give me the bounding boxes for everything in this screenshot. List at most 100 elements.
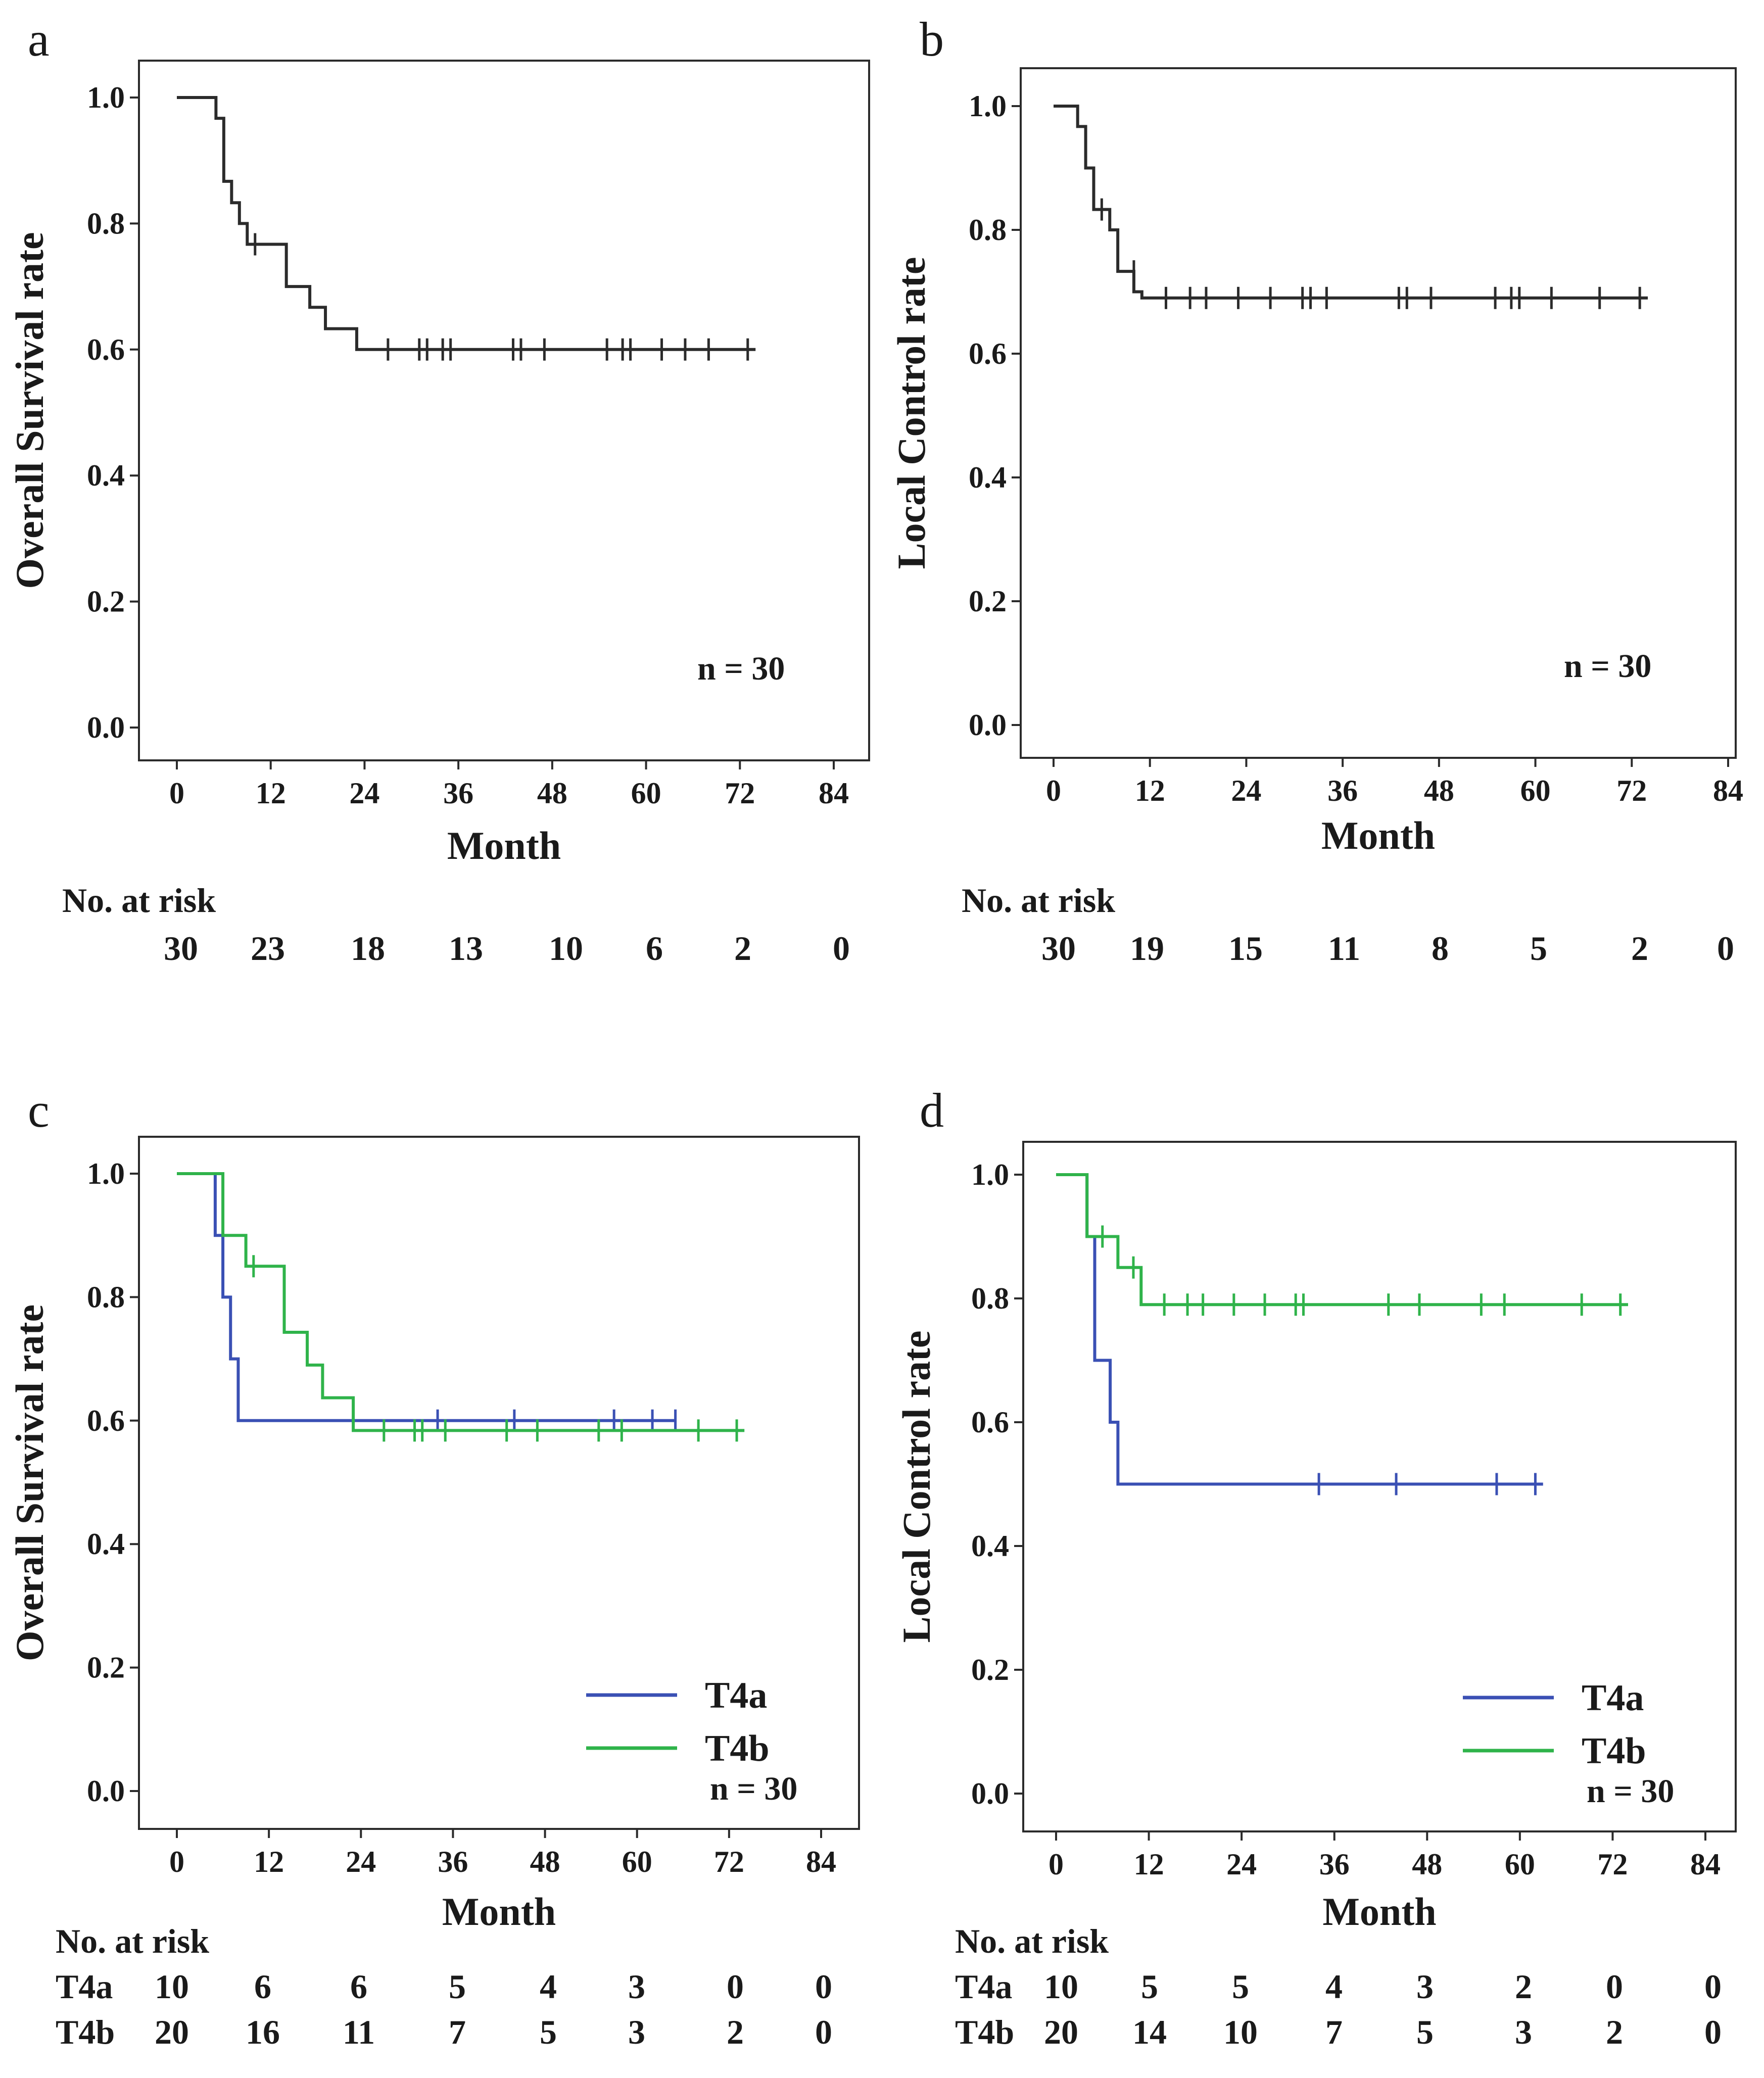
- risk-value: 30: [164, 929, 198, 968]
- plot-frame: [1020, 67, 1737, 759]
- risk-value: 13: [449, 929, 483, 968]
- risk-value: 0: [1606, 1967, 1623, 2006]
- risk-value: 2: [734, 929, 751, 968]
- legend-label: T4a: [705, 1675, 767, 1716]
- legend-label: T4b: [705, 1728, 770, 1769]
- risk-value: 2: [1515, 1967, 1532, 2006]
- risk-value: 4: [540, 1967, 557, 2006]
- x-tick-label: 72: [725, 777, 755, 810]
- risk-value: 16: [246, 2013, 280, 2051]
- y-tick-label: 0.6: [87, 1404, 125, 1437]
- x-tick-label: 12: [1134, 1848, 1164, 1881]
- risk-value: 23: [251, 929, 285, 968]
- risk-value: 5: [1530, 929, 1547, 968]
- y-tick-label: 0.8: [87, 207, 125, 240]
- risk-value: 2: [727, 2013, 744, 2051]
- risk-value: 18: [351, 929, 385, 968]
- x-tick-label: 60: [1505, 1848, 1535, 1881]
- y-axis-title: Overall Survival rate: [8, 1304, 52, 1661]
- x-tick-label: 48: [1412, 1848, 1442, 1881]
- x-axis-title: Month: [442, 1890, 556, 1934]
- y-tick-label: 0.4: [87, 459, 125, 492]
- panel-b: b 0.0 0.2 0.4 0.6 0.8 1.0 0 12 24 36 48 60 72 84 Month L…: [889, 12, 1743, 968]
- y-tick-label: 1.0: [969, 89, 1007, 123]
- risk-value: 0: [833, 929, 850, 968]
- x-tick-label: 0: [169, 1845, 184, 1878]
- y-tick-label: 0.2: [971, 1653, 1009, 1686]
- x-tick-label: 24: [1231, 774, 1261, 807]
- x-tick-label: 84: [1690, 1848, 1721, 1881]
- x-tick-label: 84: [819, 777, 849, 810]
- risk-value: 7: [449, 2013, 466, 2051]
- x-tick-label: 24: [349, 777, 379, 810]
- x-tick-label: 36: [443, 777, 473, 810]
- x-axis-title: Month: [447, 824, 561, 867]
- n-annotation: n = 30: [1587, 1773, 1674, 1810]
- risk-value: 10: [155, 1967, 189, 2006]
- x-tick-label: 72: [1616, 774, 1647, 807]
- x-axis-title: Month: [1321, 813, 1435, 857]
- y-tick-label: 0.4: [969, 461, 1007, 494]
- y-tick-label: 0.2: [969, 585, 1007, 618]
- y-tick-label: 0.4: [971, 1529, 1009, 1563]
- x-tick-label: 72: [1597, 1848, 1628, 1881]
- y-tick-label: 0.8: [969, 213, 1007, 247]
- plot-frame: [138, 1136, 860, 1830]
- x-tick-label: 60: [622, 1845, 652, 1878]
- panel-letter: b: [920, 12, 944, 66]
- risk-value: 2: [1606, 2013, 1623, 2051]
- risk-value: 6: [350, 1967, 367, 2006]
- risk-row-label: T4a: [56, 1967, 113, 2006]
- y-tick-label: 1.0: [971, 1158, 1009, 1191]
- y-axis-title: Local Control rate: [894, 1330, 938, 1642]
- risk-row-label: T4b: [56, 2013, 115, 2051]
- legend-label: T4b: [1582, 1730, 1646, 1772]
- risk-value: 2: [1631, 929, 1648, 968]
- risk-value: 0: [815, 2013, 832, 2051]
- risk-value: 3: [1416, 1967, 1434, 2006]
- x-tick-label: 36: [1327, 774, 1358, 807]
- risk-value: 3: [628, 2013, 645, 2051]
- risk-value: 0: [815, 1967, 832, 2006]
- risk-value: 7: [1325, 2013, 1343, 2051]
- series-line-t4a: [1056, 1173, 1543, 1486]
- risk-value: 5: [540, 2013, 557, 2051]
- y-tick-label: 0.0: [87, 1774, 125, 1808]
- x-tick-label: 48: [537, 777, 567, 810]
- y-tick-label: 0.8: [87, 1280, 125, 1314]
- risk-value: 10: [1223, 2013, 1258, 2051]
- panel-d: d0.00.20.40.60.81.00 12 24 36 48 60 72 84MonthL…: [894, 1083, 1737, 2051]
- risk-value: 0: [1704, 1967, 1722, 2006]
- risk-value: 14: [1132, 2013, 1167, 2051]
- risk-value: 10: [549, 929, 583, 968]
- x-tick-label: 48: [1424, 774, 1454, 807]
- series-line: [1054, 105, 1648, 300]
- x-tick-label: 36: [1319, 1848, 1350, 1881]
- risk-value: 0: [1704, 2013, 1722, 2051]
- y-axis-title: Local Control rate: [889, 257, 933, 569]
- risk-value: 19: [1130, 929, 1164, 968]
- plot-frame: [1022, 1141, 1737, 1832]
- y-tick-label: 0.0: [971, 1777, 1009, 1810]
- risk-table-title: No. at risk: [962, 881, 1115, 920]
- y-tick-label: 0.6: [969, 337, 1007, 370]
- x-tick-label: 60: [631, 777, 661, 810]
- risk-row-label: T4a: [955, 1967, 1012, 2006]
- y-tick-label: 0.0: [87, 711, 125, 744]
- x-tick-label: 36: [438, 1845, 468, 1878]
- risk-value: 0: [727, 1967, 744, 2006]
- risk-value: 6: [646, 929, 663, 968]
- x-tick-label: 12: [1135, 774, 1165, 807]
- y-tick-label: 1.0: [87, 1157, 125, 1190]
- risk-value: 3: [1515, 2013, 1532, 2051]
- risk-value: 15: [1228, 929, 1263, 968]
- x-tick-label: 72: [714, 1845, 744, 1878]
- risk-value: 30: [1041, 929, 1076, 968]
- y-tick-label: 0.8: [971, 1282, 1009, 1315]
- x-tick-label: 84: [806, 1845, 836, 1878]
- x-tick-label: 48: [530, 1845, 560, 1878]
- risk-value: 5: [1232, 1967, 1249, 2006]
- risk-table-title: No. at risk: [62, 881, 216, 920]
- x-tick-label: 60: [1520, 774, 1551, 807]
- panel-letter: d: [920, 1083, 944, 1137]
